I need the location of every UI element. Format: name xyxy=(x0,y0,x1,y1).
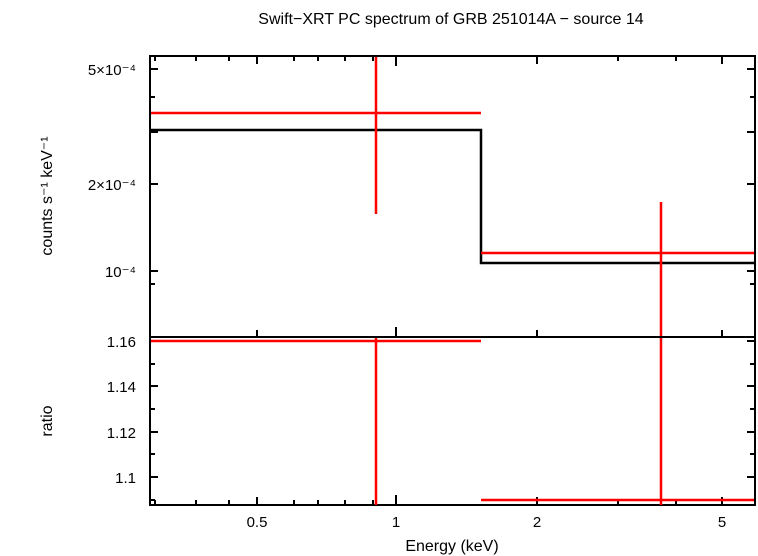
y-tick-1.1: 1.1 xyxy=(115,470,136,487)
ratio-panel-frame xyxy=(149,336,756,506)
y-tick-1.16: 1.16 xyxy=(107,334,136,351)
x-tick-2: 2 xyxy=(533,514,541,531)
x-tick-labels: 0.5 1 2 5 xyxy=(247,514,727,531)
spectrum-y-tick-labels: 5×10⁻⁴ 2×10⁻⁴ 10⁻⁴ xyxy=(88,62,136,281)
ratio-y-tick-labels: 1.1 1.12 1.14 1.16 xyxy=(107,334,136,487)
x-axis-ticks xyxy=(154,56,723,505)
y-tick-1e-4: 10⁻⁴ xyxy=(105,264,136,281)
ratio-y-axis-label: ratio xyxy=(39,405,56,436)
x-axis-label: Energy (keV) xyxy=(405,538,498,555)
model-step-line xyxy=(151,128,754,265)
spectrum-y-ticks xyxy=(150,68,755,285)
x-tick-5: 5 xyxy=(718,514,726,531)
ratio-data-points xyxy=(151,338,754,505)
spectrum-panel-frame xyxy=(149,55,756,338)
y-tick-1.14: 1.14 xyxy=(107,379,136,396)
x-tick-1: 1 xyxy=(392,514,400,531)
ratio-y-ticks xyxy=(150,340,755,501)
y-tick-2e-4: 2×10⁻⁴ xyxy=(88,177,136,194)
spectrum-y-axis-label: counts s⁻¹ keV⁻¹ xyxy=(39,136,56,255)
x-tick-0.5: 0.5 xyxy=(247,514,268,531)
spectrum-data-points xyxy=(151,57,754,336)
chart-title: Swift−XRT PC spectrum of GRB 251014A − s… xyxy=(258,11,643,28)
y-tick-5e-4: 5×10⁻⁴ xyxy=(88,62,136,79)
y-tick-1.12: 1.12 xyxy=(107,425,136,442)
